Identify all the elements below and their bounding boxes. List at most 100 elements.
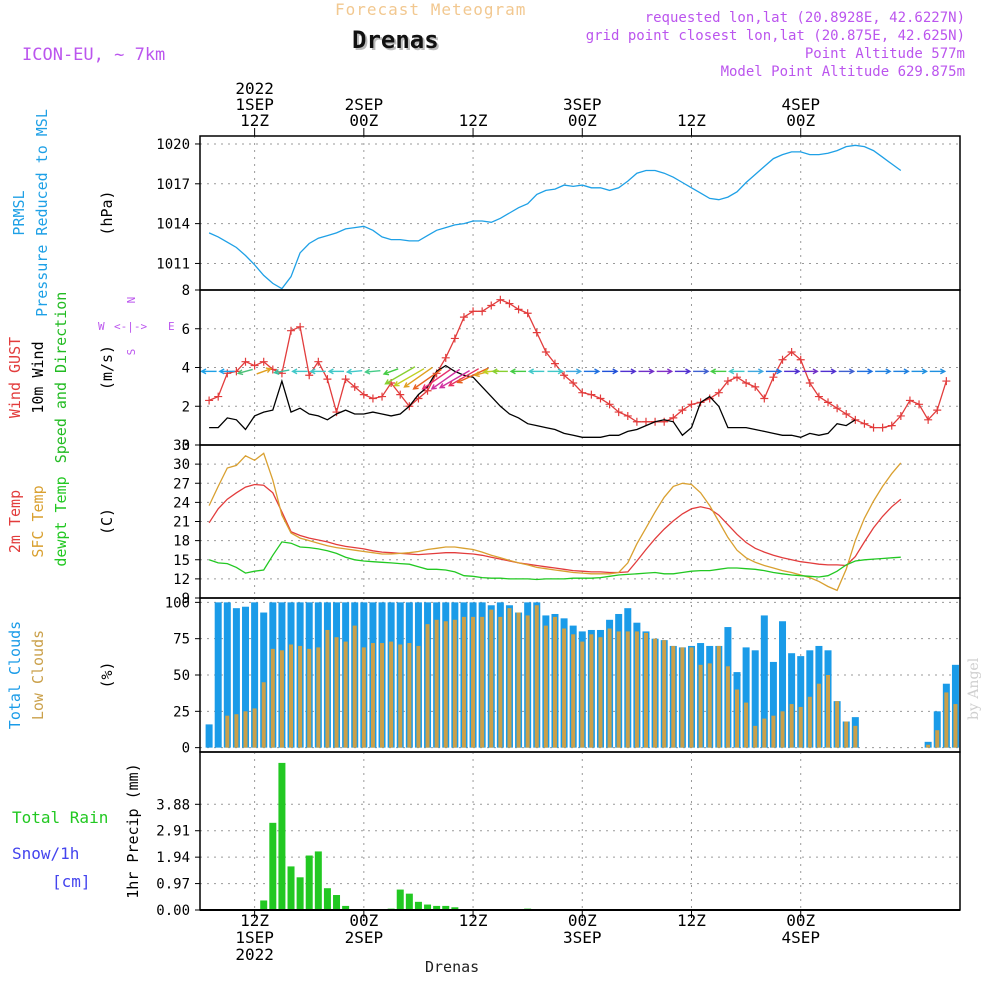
low-cloud-bar [816,683,821,748]
low-cloud-bar [343,641,348,748]
wind-arrow [422,368,451,390]
y-tick-label: 25 [173,704,190,720]
wind-arrow-head [412,384,419,390]
gust-point [259,357,268,366]
rain-bar [296,877,304,910]
rain-bar [396,889,404,910]
x-tick-label-top: 00Z [786,111,815,130]
low-cloud-bar [798,706,803,748]
gust-point [614,408,623,417]
wind-arrow-head [291,368,298,375]
panel-0: 1011 1014 1017 1020 (hPa) PRMSL Pressure Reduc… [10,109,961,317]
rain-bar [342,905,350,910]
low-cloud-bar [853,725,858,748]
wind-arrow-head [630,368,637,375]
total-cloud-bar [251,602,259,748]
gust-point [887,421,896,430]
side-label: Total Rain [12,808,108,827]
low-cloud-bar [334,637,339,748]
low-cloud-bar [926,744,931,748]
low-cloud-bar [789,704,794,748]
low-cloud-bar [707,663,712,748]
side-label: Speed and Direction [52,292,70,464]
wind-arrow-head [685,368,692,375]
side-label: Low Clouds [29,630,47,720]
wind-arrow [439,370,470,389]
total-cloud-bar [933,711,941,748]
gust-point [550,359,559,368]
wind-arrow [256,368,271,375]
location-title: Drenas [352,26,439,54]
wind-arrow-head [903,368,910,375]
x-tick-label-bottom: 00Z [786,911,815,930]
gust-point [860,419,869,428]
x-tick-label-bottom: 1SEP [235,928,274,947]
gust-point [378,392,387,401]
gust-point [632,417,641,426]
low-cloud-bar [252,708,257,748]
low-cloud-bar [807,696,812,748]
gust-point [441,353,450,362]
x-tick-label-top: 00Z [349,111,378,130]
low-cloud-bar [298,645,303,748]
wind-arrow-head [345,368,353,375]
x-tick-label-bottom: 4SEP [781,928,820,947]
gust-point [605,400,614,409]
y-tick-label: 9 [182,591,190,607]
wind-arrow-head [728,368,735,375]
gust-point [514,305,523,314]
low-cloud-bar [552,616,557,748]
wind-arrow [347,370,363,373]
low-cloud-bar [425,624,430,748]
total-cloud-bar [779,621,787,748]
wind-arrow-head [867,368,874,375]
low-cloud-bar [525,615,530,748]
low-cloud-bar [361,647,366,748]
total-cloud-bar [205,724,213,748]
wind-arrow-head [527,368,534,375]
gust-point [314,357,323,366]
compass-bar: <-|-> [114,320,147,333]
wind-arrow [404,366,433,388]
low-cloud-bar [725,666,730,748]
total-cloud-bar [223,602,231,748]
total-cloud-bar [769,661,777,748]
gust-point [915,400,924,409]
wind-arrow [238,368,253,374]
y-tick-label: 1020 [156,137,190,153]
wind-arrow-head [382,369,390,376]
total-cloud-bar [751,650,759,748]
gust-point [733,373,742,382]
wind-arrow-head [812,368,819,375]
gust-point [924,415,933,424]
total-cloud-bar [214,602,222,748]
x-tick-label-top: 2022 [235,79,274,98]
y-tick-label: 1017 [156,177,190,193]
low-cloud-bar [944,692,949,748]
low-cloud-bar [562,628,567,748]
y-tick-label: 24 [173,495,190,511]
rain-bar [323,888,331,910]
wind-arrow-head [703,368,710,375]
y-tick-label: 1.94 [156,850,190,866]
x-tick-label-bottom: 12Z [459,911,488,930]
gust-point [714,388,723,397]
y-tick-label: 4 [182,361,190,377]
low-cloud-bar [279,650,284,748]
gust-point [478,307,487,316]
compass-north: N [125,297,138,304]
series-line-2m-temp [208,483,902,574]
side-label: Total Clouds [6,621,24,729]
gust-point [532,328,541,337]
low-cloud-bar [771,715,776,748]
x-tick-label-bottom: 00Z [349,911,378,930]
low-cloud-bar [753,725,758,748]
wind-arrow-head [940,368,947,375]
gust-point [223,369,232,378]
wind-arrow [274,369,290,374]
wind-arrow-head [421,384,428,390]
gust-point [305,371,314,380]
gust-point [687,400,696,409]
wind-arrow-head [438,382,446,389]
gust-point [833,404,842,413]
